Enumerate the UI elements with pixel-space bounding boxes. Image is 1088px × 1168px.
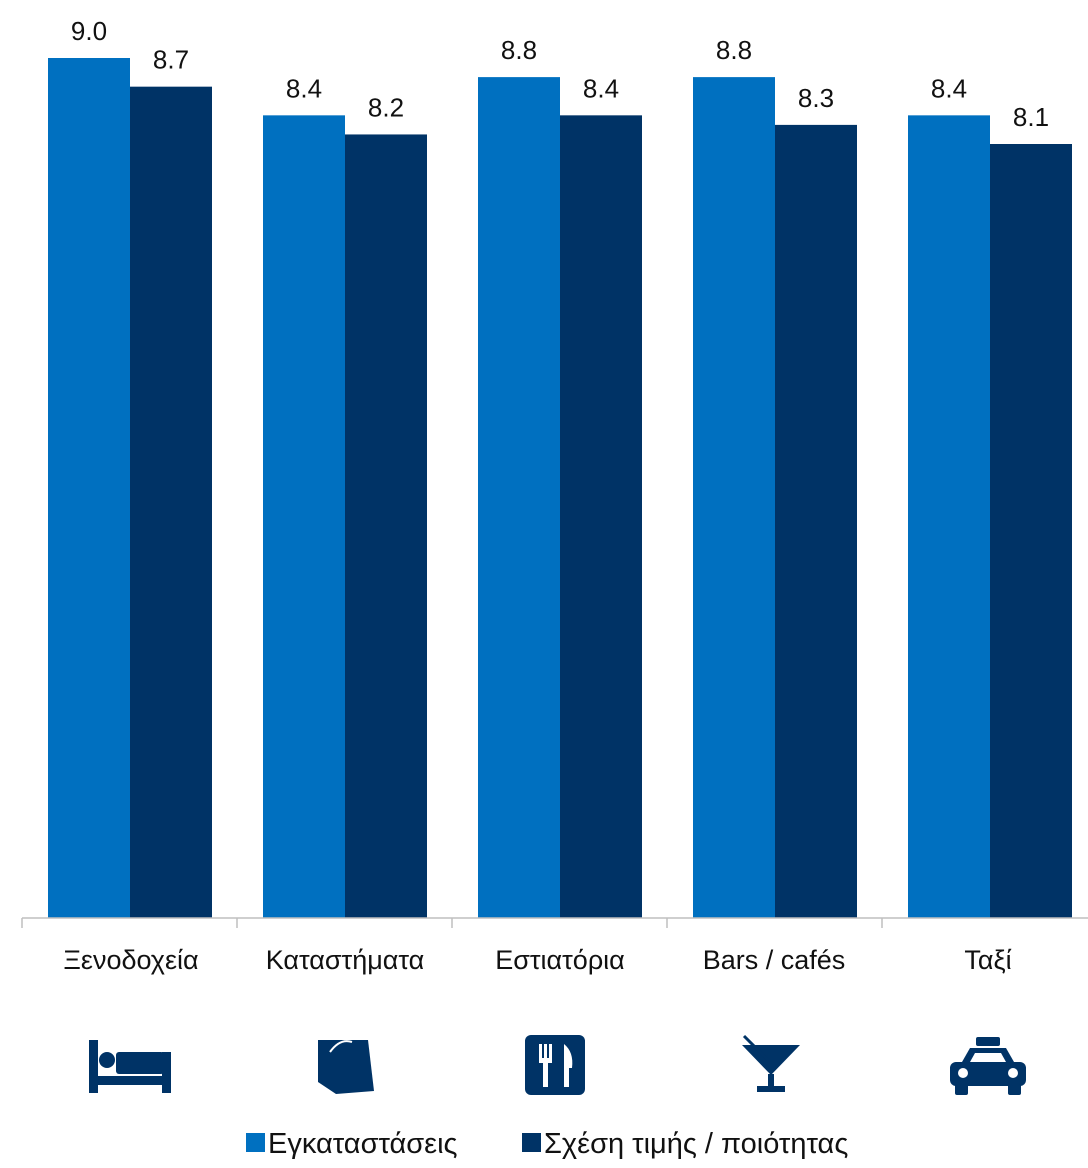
bar-facilities-3	[693, 77, 775, 919]
fork-knife-icon	[525, 1035, 585, 1095]
category-labels: Ξενοδοχεία Καταστήματα Εστιατόρια Bars /…	[63, 945, 1011, 975]
legend-label-facilities: Εγκαταστάσεις	[268, 1128, 458, 1160]
value-label-value-for-money-0: 8.7	[153, 45, 189, 75]
legend-swatch-value-for-money	[522, 1133, 541, 1152]
value-label-facilities-4: 8.4	[931, 73, 967, 103]
bar-facilities-0	[48, 58, 130, 918]
bar-value-for-money-0	[130, 86, 212, 918]
legend-swatch-facilities	[246, 1133, 265, 1152]
value-label-value-for-money-4: 8.1	[1013, 102, 1049, 132]
x-axis	[21, 917, 1088, 928]
shopping-bag-icon	[318, 1040, 374, 1094]
taxi-icon	[950, 1037, 1026, 1095]
bar-facilities-1	[263, 115, 345, 919]
bed-icon	[89, 1040, 171, 1093]
bar-value-for-money-1	[345, 134, 427, 918]
bar-facilities-4	[908, 115, 990, 919]
value-label-facilities-3: 8.8	[716, 35, 752, 65]
category-label-shops: Καταστήματα	[266, 945, 425, 975]
category-label-taxi: Ταξί	[964, 945, 1011, 975]
legend-label-value-for-money: Σχέση τιμής / ποιότητας	[544, 1128, 848, 1160]
bars-layer	[48, 58, 1072, 919]
category-label-bars: Bars / cafés	[703, 945, 846, 975]
legend: Εγκαταστάσεις Σχέση τιμής / ποιότητας	[246, 1128, 848, 1160]
value-label-value-for-money-1: 8.2	[368, 92, 404, 122]
value-labels-layer: 9.0 8.7 8.4 8.2 8.8 8.4 8.8 8.3 8.4 8.1	[71, 16, 1049, 132]
value-label-value-for-money-2: 8.4	[583, 73, 619, 103]
category-label-restaurants: Εστιατόρια	[495, 945, 625, 975]
bar-facilities-2	[478, 77, 560, 919]
value-label-facilities-1: 8.4	[286, 73, 322, 103]
cocktail-icon	[742, 1034, 800, 1092]
value-label-facilities-2: 8.8	[501, 35, 537, 65]
bar-value-for-money-3	[775, 124, 857, 918]
value-label-facilities-0: 9.0	[71, 16, 107, 46]
category-label-hotels: Ξενοδοχεία	[63, 945, 198, 975]
bar-value-for-money-4	[990, 144, 1072, 918]
bar-value-for-money-2	[560, 115, 642, 919]
value-label-value-for-money-3: 8.3	[798, 83, 834, 113]
